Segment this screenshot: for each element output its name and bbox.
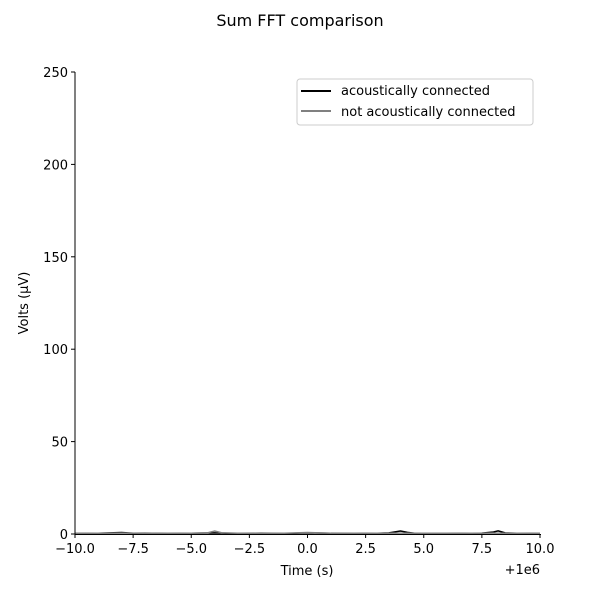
x-ticks: −10.0 −7.5 −5.0 −2.5 0.0 2.5 5.0 7.5 10.0 <box>55 534 554 557</box>
series-line-not-acoustically-connected <box>74 530 541 535</box>
x-tick-label: −2.5 <box>234 542 266 557</box>
plot-lines <box>74 530 541 535</box>
legend-label-acoustically-connected: acoustically connected <box>341 84 490 99</box>
y-tick-label: 100 <box>43 343 68 358</box>
y-tick-label: 50 <box>51 436 68 451</box>
y-tick-label: 0 <box>60 528 68 543</box>
x-tick-label: 7.5 <box>472 542 493 557</box>
x-axis-label: Time (s) <box>280 564 334 579</box>
y-tick-label: 200 <box>43 158 68 173</box>
legend: acoustically connected not acoustically … <box>296 78 534 126</box>
x-tick-label: −7.5 <box>117 542 149 557</box>
legend-label-not-acoustically-connected: not acoustically connected <box>341 105 515 120</box>
y-axis-label: Volts (µV) <box>17 272 32 335</box>
x-tick-label: −5.0 <box>175 542 207 557</box>
x-tick-label: 0.0 <box>297 542 318 557</box>
x-tick-label: 2.5 <box>355 542 376 557</box>
x-tick-label: 5.0 <box>413 542 434 557</box>
y-tick-label: 150 <box>43 251 68 266</box>
legend-frame <box>296 78 534 126</box>
y-tick-label: 250 <box>43 66 68 81</box>
x-tick-label: −10.0 <box>55 542 95 557</box>
y-ticks: 0 50 100 150 200 250 <box>43 66 75 543</box>
chart-title: Sum FFT comparison <box>216 11 383 30</box>
x-tick-label: 10.0 <box>526 542 555 557</box>
x-offset-label: +1e6 <box>505 563 540 578</box>
